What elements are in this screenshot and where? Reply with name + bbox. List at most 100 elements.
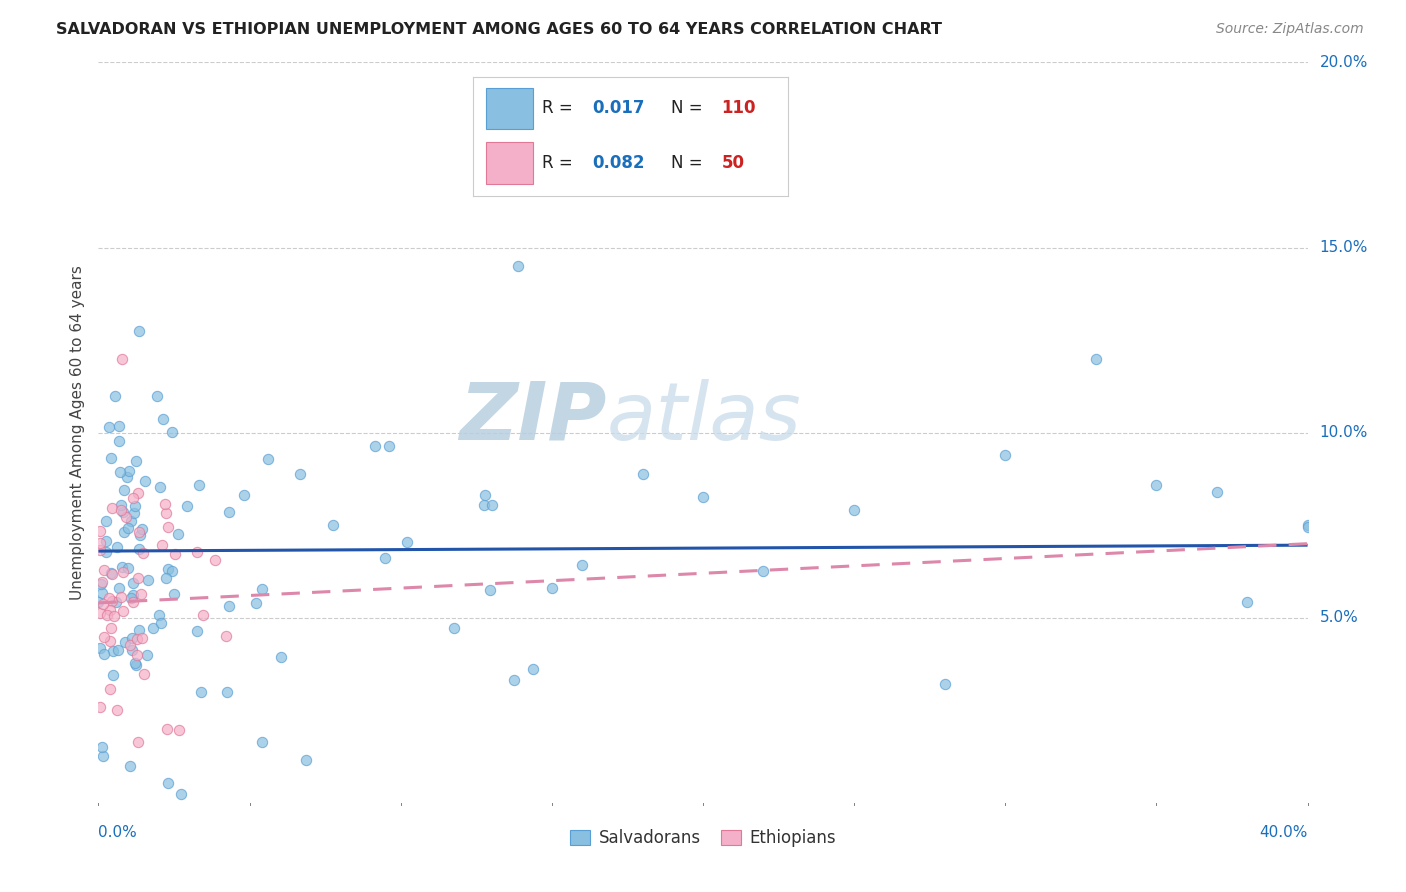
Point [122,491,145,505]
Point [94,545,117,559]
Text: 40.0%: 40.0% [1260,825,1308,840]
Point [934,676,956,690]
Text: ZIP: ZIP [458,379,606,457]
Point [474,488,496,502]
Point [163,548,186,562]
Point [115,509,138,524]
Point [110,590,132,604]
Point [186,624,208,639]
Point [136,648,159,662]
Point [157,776,180,790]
Point [156,562,179,576]
Point [96,607,118,622]
Point [127,734,149,748]
Point [93,647,115,661]
Point [111,559,134,574]
Point [128,623,150,637]
Point [132,667,155,681]
Point [100,682,122,697]
Point [89,699,111,714]
Text: 5.0%: 5.0% [1320,610,1358,625]
Point [443,621,465,635]
Point [105,595,128,609]
Point [1085,351,1108,366]
Point [1296,518,1319,533]
Point [110,502,132,516]
Point [125,454,148,468]
Point [122,575,145,590]
Point [125,648,148,662]
Point [118,758,141,772]
Point [503,673,526,688]
Point [167,723,190,737]
Point [128,524,150,539]
Point [295,753,318,767]
Point [87,595,110,609]
Point [105,703,128,717]
Point [1144,478,1167,492]
Point [844,503,866,517]
Point [100,633,122,648]
Point [112,525,135,540]
Point [121,588,143,602]
Point [127,571,149,585]
Point [204,553,226,567]
Point [124,500,146,514]
Point [117,561,139,575]
Point [101,668,124,682]
Point [1296,520,1319,534]
Point [145,389,167,403]
Point [233,488,256,502]
Point [150,538,173,552]
Point [117,469,139,483]
Point [96,534,118,549]
Point [118,464,141,478]
Point [396,535,419,549]
Point [134,475,156,489]
Point [191,607,214,622]
Y-axis label: Unemployment Among Ages 60 to 64 years: Unemployment Among Ages 60 to 64 years [69,265,84,600]
Point [481,498,503,512]
Point [91,739,114,754]
Point [1206,484,1229,499]
Point [479,582,502,597]
Point [89,524,111,538]
Point [125,632,148,647]
Point [155,571,177,585]
Point [91,586,114,600]
Point [378,439,401,453]
Point [218,505,240,519]
Point [121,643,143,657]
Point [93,563,115,577]
Point [112,604,135,618]
Point [108,465,131,479]
Point [112,566,135,580]
Point [127,486,149,500]
Point [89,606,111,620]
Point [105,540,128,554]
Point [120,591,142,605]
Point [481,155,503,169]
Point [160,564,183,578]
Point [93,630,115,644]
Point [153,497,176,511]
Point [101,644,124,658]
Point [101,567,124,582]
Point [187,477,209,491]
Point [170,787,193,801]
Point [522,662,544,676]
Point [110,498,132,512]
Point [215,629,238,643]
Text: 10.0%: 10.0% [1320,425,1368,440]
Point [142,621,165,635]
Point [90,577,112,591]
Text: 20.0%: 20.0% [1320,55,1368,70]
Point [167,526,190,541]
Point [107,419,129,434]
Point [506,259,529,273]
Point [103,608,125,623]
Text: 15.0%: 15.0% [1320,240,1368,255]
Point [91,574,114,589]
Point [364,439,387,453]
Point [104,389,127,403]
